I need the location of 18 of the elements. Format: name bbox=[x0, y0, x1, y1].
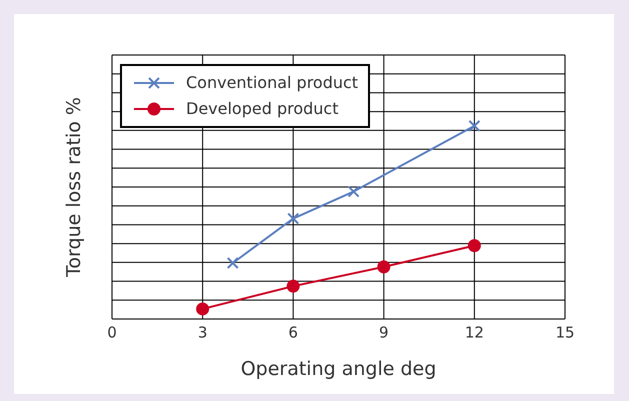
point bbox=[348, 186, 360, 198]
point bbox=[286, 280, 300, 293]
x-tick-label: 6 bbox=[288, 324, 298, 342]
point bbox=[196, 302, 210, 316]
x-tick-label: 9 bbox=[379, 324, 389, 342]
x-tick-label: 12 bbox=[464, 324, 484, 342]
point bbox=[377, 260, 390, 274]
point bbox=[287, 212, 300, 225]
point bbox=[468, 239, 481, 252]
x-tick-label: 3 bbox=[198, 324, 208, 342]
x-tick-label: 0 bbox=[107, 324, 117, 342]
y-axis-title: Torque loss ratio % bbox=[63, 97, 85, 278]
x-tick-label: 15 bbox=[555, 324, 575, 342]
point bbox=[468, 120, 480, 132]
legend-label: Developed product bbox=[186, 98, 338, 120]
x-axis-title: Operating angle deg bbox=[240, 358, 436, 380]
legend-label: Conventional product bbox=[186, 72, 358, 94]
point bbox=[226, 256, 239, 269]
